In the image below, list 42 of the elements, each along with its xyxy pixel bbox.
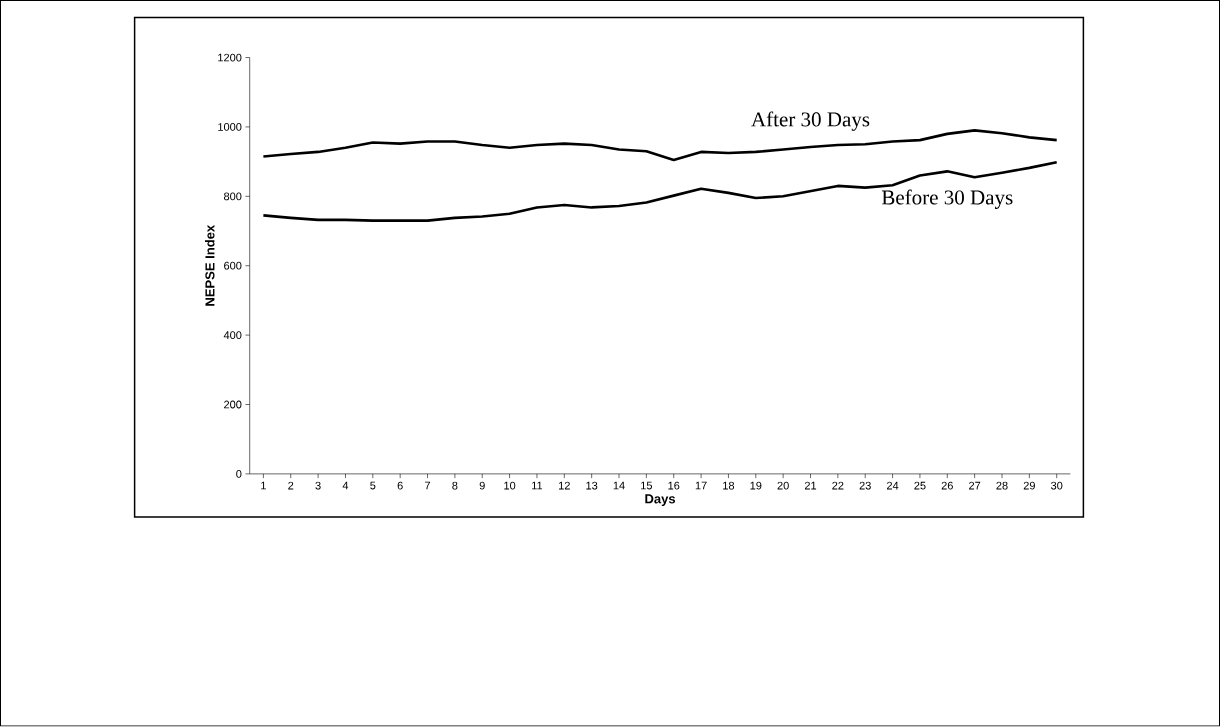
x-tick-label: 13 [586, 481, 598, 490]
x-tick-label: 15 [641, 481, 653, 490]
x-tick-label: 25 [914, 481, 926, 490]
y-axis-title: NEPSE Index [204, 225, 215, 306]
series-label: After 30 Days [751, 111, 870, 132]
line-series [262, 129, 1058, 162]
y-tick-label: 0 [236, 470, 242, 478]
x-tick-label: 8 [452, 481, 458, 490]
x-tick-label: 22 [832, 481, 844, 490]
y-tick-label: 1200 [218, 53, 242, 62]
x-tick-label: 29 [1023, 481, 1035, 490]
x-tick-label: 1 [261, 481, 266, 490]
x-tick-label: 11 [532, 481, 543, 490]
x-tick-label: 23 [859, 481, 871, 490]
x-tick-label: 21 [804, 481, 817, 490]
x-tick-label: 19 [750, 481, 762, 490]
x-tick-label: 27 [969, 481, 981, 490]
x-tick-label: 14 [613, 481, 625, 490]
x-tick-label: 3 [315, 481, 321, 490]
x-tick-label: 20 [777, 481, 789, 490]
x-tick-label: 4 [342, 481, 349, 490]
x-tick-label: 12 [559, 481, 570, 490]
x-tick-label: 10 [504, 481, 516, 490]
y-tick-label: 400 [223, 331, 242, 340]
x-tick-label: 30 [1051, 481, 1063, 490]
x-tick-label: 17 [695, 481, 707, 490]
x-tick-label: 24 [887, 481, 899, 490]
x-axis-title: Days [645, 494, 676, 507]
x-tick-label: 9 [479, 481, 485, 490]
x-tick-label: 28 [996, 481, 1008, 490]
x-tick-label: 16 [668, 481, 680, 490]
x-tick-label: 6 [397, 481, 403, 490]
y-tick-label: 600 [224, 262, 242, 270]
x-tick-label: 5 [370, 481, 376, 490]
x-tick-label: 7 [425, 481, 431, 490]
y-tick-label: 1000 [218, 123, 242, 132]
x-tick-label: 2 [288, 481, 294, 490]
series-label: Before 30 Days [881, 189, 1013, 210]
x-tick-label: 18 [723, 481, 735, 490]
y-tick-label: 800 [224, 192, 242, 201]
x-tick-label: 26 [941, 481, 953, 490]
y-tick-label: 200 [224, 400, 242, 409]
